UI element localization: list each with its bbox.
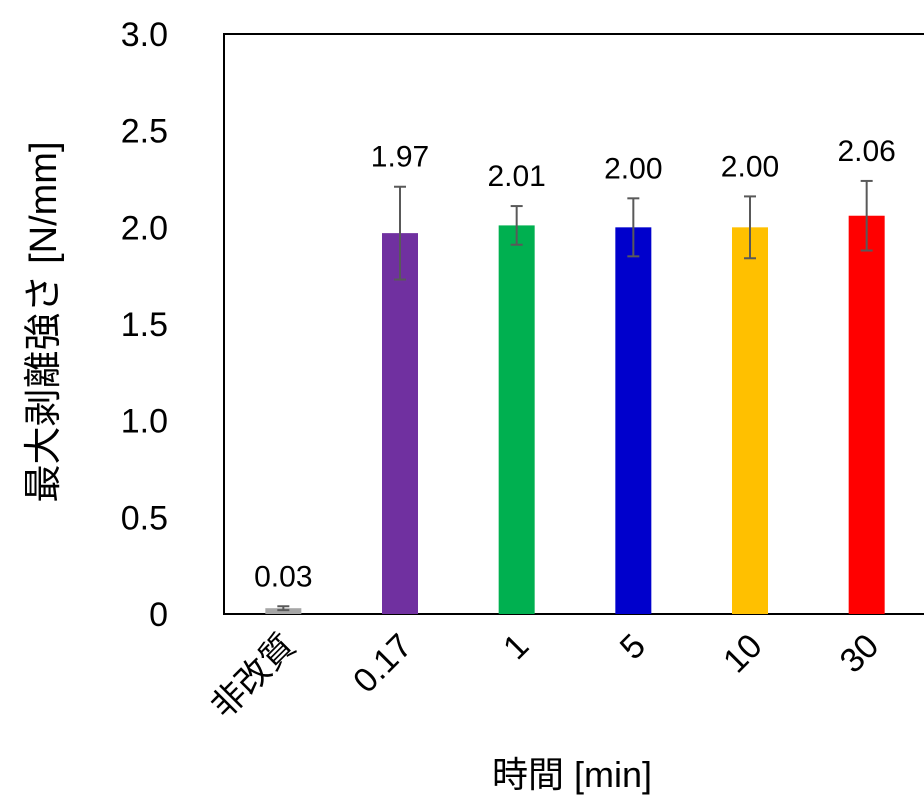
bars (265, 215, 885, 615)
error-bars (277, 179, 873, 612)
y-tick-label: 1.5 (121, 306, 168, 344)
error-bar (860, 179, 873, 252)
plot-area-frame (223, 33, 924, 615)
error-bar (277, 605, 290, 612)
x-tick-label: 0.17 (346, 627, 420, 701)
y-axis-ticks: 0 0.5 1.0 1.5 2.0 2.5 3.0 (121, 16, 168, 634)
error-bar (394, 185, 406, 281)
y-tick-label: 2.0 (121, 209, 168, 247)
y-tick-label: 0 (149, 596, 168, 634)
data-labels: 0.03 1.97 2.01 2.00 2.00 2.06 (254, 135, 896, 593)
x-tick-label: 10 (716, 627, 770, 681)
data-label: 0.03 (254, 560, 312, 593)
y-tick-label: 1.0 (121, 403, 168, 441)
x-tick-label: 30 (833, 627, 887, 681)
error-bar (510, 205, 523, 246)
data-label: 2.01 (487, 160, 545, 193)
data-label: 2.00 (604, 152, 662, 185)
x-tick-label: 非改質 (204, 627, 303, 726)
y-tick-label: 0.5 (121, 499, 168, 537)
bar (382, 233, 418, 614)
data-label: 2.06 (837, 135, 895, 168)
x-tick-label: 1 (496, 627, 536, 667)
x-tick-label: 5 (613, 627, 653, 667)
data-label: 2.00 (721, 150, 779, 183)
y-tick-label: 3.0 (121, 16, 168, 54)
x-axis-ticks: 非改質 0.17 1 5 10 30 (204, 627, 886, 726)
bar (732, 227, 768, 615)
y-axis-label: 最大剥離強さ [N/mm] (23, 142, 65, 503)
x-axis-label: 時間 [min] (492, 754, 652, 795)
error-bar (627, 197, 640, 258)
data-label: 1.97 (371, 141, 429, 174)
y-tick-label: 2.5 (121, 113, 168, 151)
error-bar (744, 195, 756, 260)
bar (498, 225, 535, 614)
bar (848, 215, 885, 614)
bar (615, 227, 652, 615)
